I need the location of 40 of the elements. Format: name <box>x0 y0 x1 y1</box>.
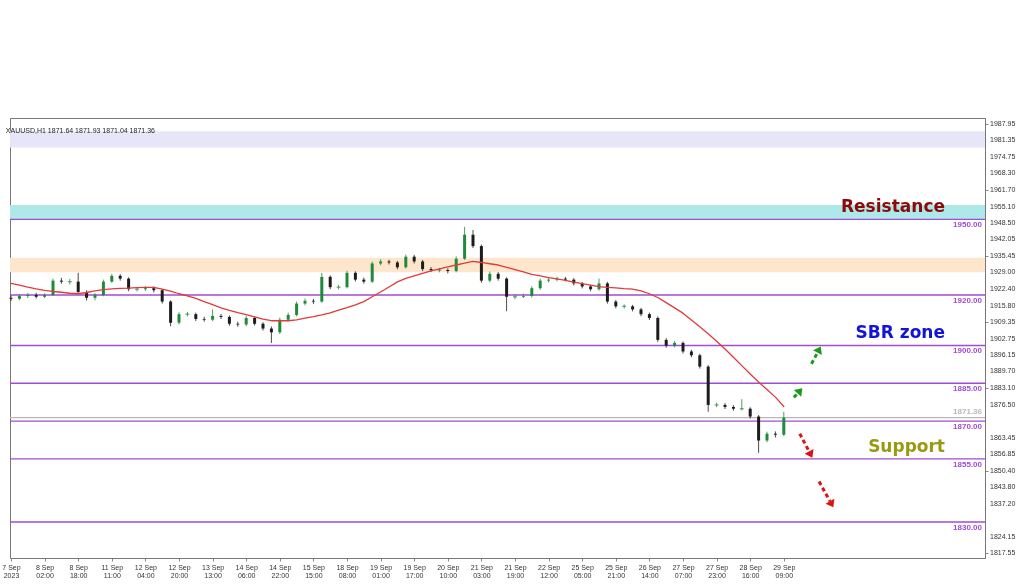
line-series <box>10 260 785 408</box>
candlestick <box>370 261 374 284</box>
annotation: Resistance <box>841 196 945 217</box>
candlestick <box>202 316 206 323</box>
ref-line-label: 1885.00 <box>953 384 983 394</box>
candlestick <box>765 431 769 443</box>
candlestick <box>446 267 450 274</box>
candlestick <box>76 272 80 295</box>
candlestick <box>429 266 433 273</box>
candlestick <box>782 411 786 437</box>
candlestick <box>505 276 509 312</box>
candlestick <box>26 292 30 299</box>
candlestick <box>731 404 735 412</box>
ref-line-label: 1920.00 <box>953 296 983 306</box>
candlestick <box>236 321 240 328</box>
candlestick <box>303 298 307 306</box>
candlestick <box>261 321 265 331</box>
candlestick <box>656 316 660 343</box>
candlestick <box>723 402 727 410</box>
candlestick <box>169 299 173 327</box>
candlestick <box>681 341 685 354</box>
candlestick <box>387 259 391 265</box>
candlestick <box>93 292 97 301</box>
ref-line-label: 1900.00 <box>953 346 983 356</box>
candlestick <box>311 298 315 305</box>
ref-line-label: 1855.00 <box>953 459 983 469</box>
ref-line-label: 1830.00 <box>953 522 983 532</box>
annotation: Support <box>868 435 945 456</box>
ref-line-label: 1870.00 <box>953 422 983 432</box>
candlestick <box>757 414 761 454</box>
candlestick <box>463 226 467 261</box>
annotation: SBR zone <box>855 322 945 343</box>
candlestick <box>521 293 525 299</box>
candlestick <box>219 313 223 320</box>
ref-line-label: 1871.36 <box>953 406 983 416</box>
candlestick <box>471 229 475 249</box>
candlestick <box>773 431 777 438</box>
ref-line-label: 1950.00 <box>953 220 983 230</box>
candlestick <box>9 295 13 302</box>
candlestick <box>59 277 63 285</box>
